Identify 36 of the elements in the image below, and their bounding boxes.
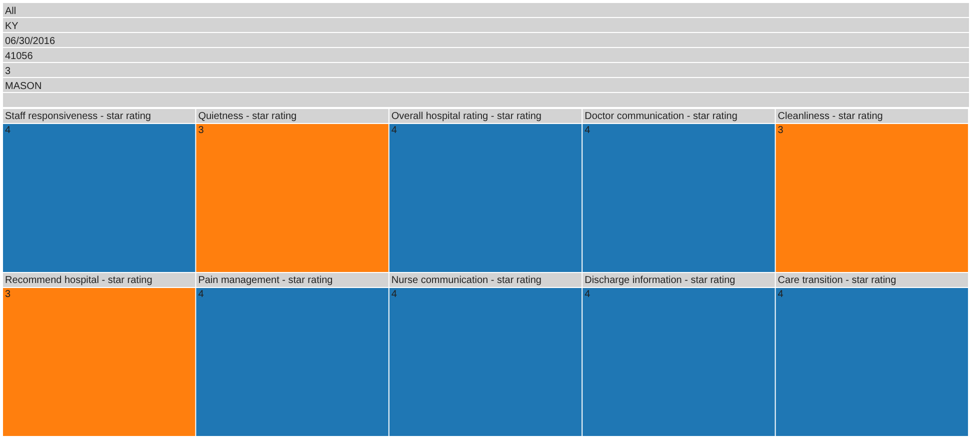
tile-header: Pain management - star rating: [196, 273, 388, 287]
tile-header: Staff responsiveness - star rating: [3, 109, 196, 123]
tile-header: Cleanliness - star rating: [776, 109, 968, 123]
tile-header: Care transition - star rating: [776, 273, 968, 287]
category-label: Staff responsiveness - star rating: [5, 111, 151, 122]
data-label: 3: [5, 289, 11, 300]
category-label: Quietness - star rating: [198, 111, 297, 122]
header-row: 3: [3, 63, 969, 77]
data-label: 4: [584, 289, 591, 300]
category-label: Discharge information - star rating: [584, 275, 736, 286]
header-row: All: [3, 3, 969, 17]
data-label: 4: [198, 289, 204, 300]
data-label: 4: [778, 289, 784, 300]
category-label: Nurse communication - star rating: [391, 275, 542, 286]
category-label: Care transition - star rating: [778, 275, 896, 286]
data-label: 4: [5, 125, 11, 136]
header-row: 06/30/2016: [3, 33, 969, 47]
category-label: Recommend hospital - star rating: [5, 275, 152, 286]
tile-header: Doctor communication - star rating: [582, 109, 775, 123]
tile-header: Discharge information - star rating: [582, 273, 775, 287]
data-label: 4: [391, 125, 398, 136]
tile-header: Overall hospital rating - star rating: [389, 109, 582, 123]
data-label: 3: [198, 125, 204, 136]
data-label: 4: [584, 125, 591, 136]
category-label: Doctor communication - star rating: [584, 111, 738, 122]
header-row: 41056: [3, 48, 969, 62]
category-label: Pain management - star rating: [198, 275, 333, 286]
header-row: KY: [3, 18, 969, 32]
header-row: MASON: [3, 78, 969, 92]
category-label: Cleanliness - star rating: [778, 111, 883, 122]
tile-header: Recommend hospital - star rating: [3, 273, 196, 287]
category-label: Overall hospital rating - star rating: [391, 111, 542, 122]
data-label: 4: [391, 289, 398, 300]
data-label: 3: [778, 125, 784, 136]
tile-header: Quietness - star rating: [196, 109, 388, 123]
tile-header: Nurse communication - star rating: [389, 273, 582, 287]
